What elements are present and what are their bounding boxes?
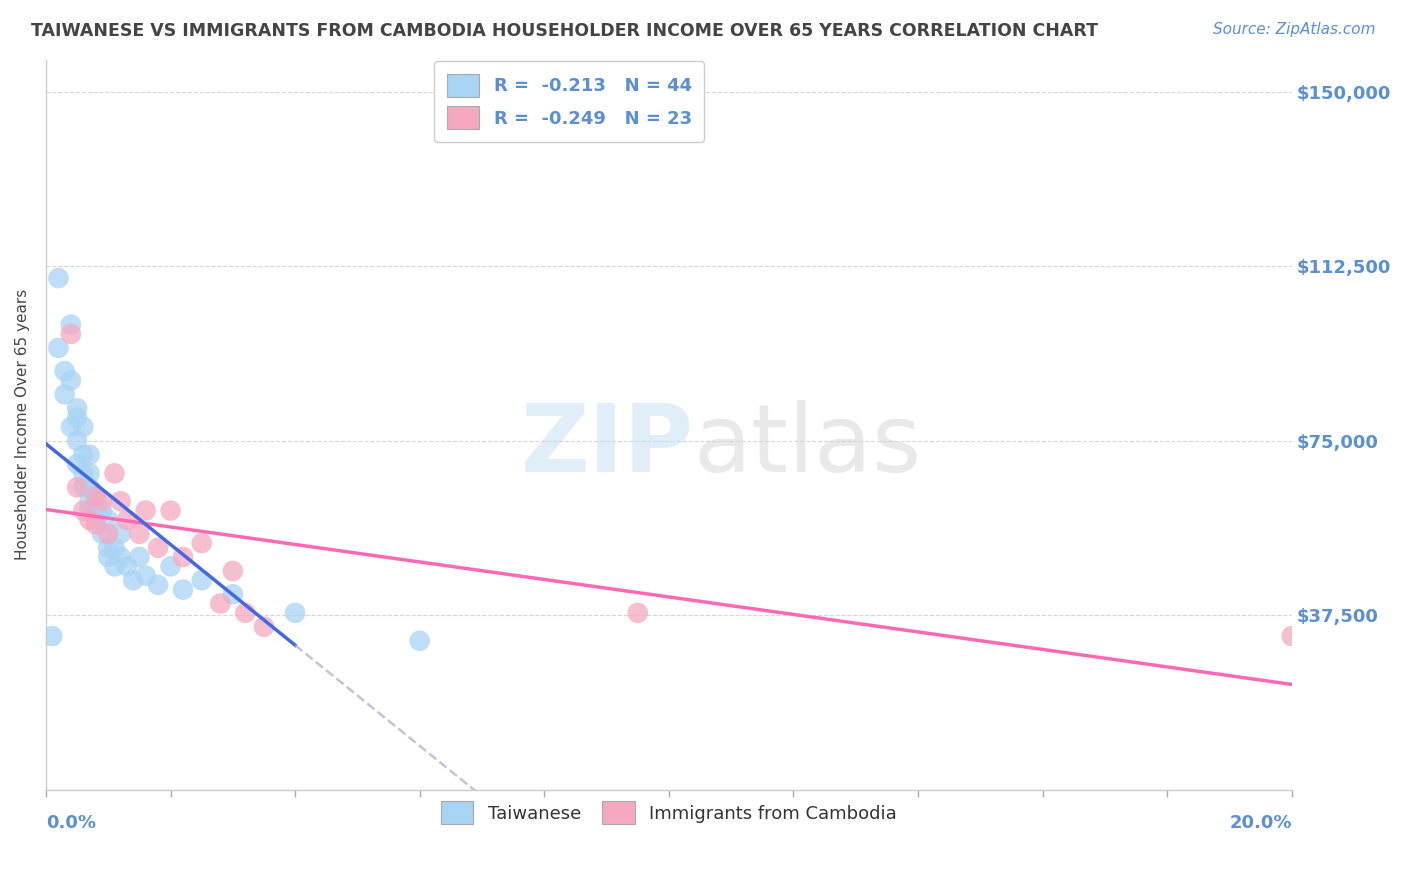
- Point: [72, 448, 94, 462]
- Point: [66, 480, 89, 494]
- Point: [128, 526, 150, 541]
- Text: Source: ZipAtlas.com: Source: ZipAtlas.com: [1212, 22, 1375, 37]
- Point: [84, 490, 107, 504]
- Text: atlas: atlas: [693, 401, 922, 492]
- Point: [41, 629, 63, 643]
- Point: [53, 364, 76, 378]
- Point: [409, 633, 432, 648]
- Point: [110, 526, 132, 541]
- Point: [97, 541, 120, 555]
- Point: [115, 513, 138, 527]
- Point: [79, 448, 101, 462]
- Point: [209, 597, 232, 611]
- Point: [159, 503, 181, 517]
- Point: [66, 457, 89, 471]
- Text: ZIP: ZIP: [520, 401, 693, 492]
- Point: [135, 568, 157, 582]
- Point: [84, 503, 107, 517]
- Point: [48, 341, 70, 355]
- Point: [72, 467, 94, 481]
- Point: [284, 606, 307, 620]
- Point: [159, 559, 181, 574]
- Point: [253, 620, 276, 634]
- Point: [91, 503, 114, 517]
- Point: [84, 490, 107, 504]
- Point: [97, 550, 120, 565]
- Point: [79, 467, 101, 481]
- Point: [233, 606, 256, 620]
- Point: [79, 480, 101, 494]
- Point: [115, 559, 138, 574]
- Point: [66, 401, 89, 416]
- Point: [627, 606, 650, 620]
- Point: [59, 318, 82, 332]
- Point: [84, 517, 107, 532]
- Point: [66, 434, 89, 448]
- Point: [103, 559, 125, 574]
- Point: [53, 387, 76, 401]
- Point: [79, 503, 101, 517]
- Point: [59, 326, 82, 341]
- Point: [72, 503, 94, 517]
- Point: [79, 494, 101, 508]
- Point: [128, 550, 150, 565]
- Point: [190, 574, 212, 588]
- Point: [66, 410, 89, 425]
- Point: [172, 582, 194, 597]
- Text: TAIWANESE VS IMMIGRANTS FROM CAMBODIA HOUSEHOLDER INCOME OVER 65 YEARS CORRELATI: TAIWANESE VS IMMIGRANTS FROM CAMBODIA HO…: [31, 22, 1098, 40]
- Legend: Taiwanese, Immigrants from Cambodia: Taiwanese, Immigrants from Cambodia: [433, 794, 904, 831]
- Point: [103, 467, 125, 481]
- Point: [97, 526, 120, 541]
- Point: [79, 513, 101, 527]
- Point: [97, 513, 120, 527]
- Point: [84, 513, 107, 527]
- Point: [110, 550, 132, 565]
- Point: [146, 541, 169, 555]
- Point: [110, 494, 132, 508]
- Point: [146, 578, 169, 592]
- Point: [72, 480, 94, 494]
- Point: [135, 503, 157, 517]
- Point: [122, 574, 145, 588]
- Point: [91, 526, 114, 541]
- Point: [222, 587, 245, 601]
- Text: 20.0%: 20.0%: [1229, 814, 1292, 832]
- Y-axis label: Householder Income Over 65 years: Householder Income Over 65 years: [15, 289, 30, 560]
- Point: [59, 420, 82, 434]
- Point: [103, 541, 125, 555]
- Point: [48, 271, 70, 285]
- Point: [222, 564, 245, 578]
- Point: [190, 536, 212, 550]
- Point: [59, 373, 82, 387]
- Point: [1281, 629, 1303, 643]
- Point: [172, 550, 194, 565]
- Text: 0.0%: 0.0%: [46, 814, 96, 832]
- Point: [91, 494, 114, 508]
- Point: [72, 420, 94, 434]
